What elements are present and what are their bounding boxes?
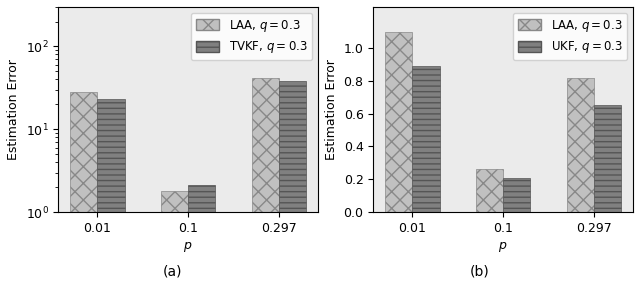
- Bar: [70, 92, 97, 284]
- Legend: LAA, $q = 0.3$, TVKF, $q = 0.3$: LAA, $q = 0.3$, TVKF, $q = 0.3$: [191, 13, 312, 60]
- Bar: [188, 185, 216, 284]
- X-axis label: $p$: $p$: [184, 240, 193, 254]
- Bar: [385, 32, 412, 212]
- Bar: [412, 66, 440, 212]
- Text: (b): (b): [470, 264, 490, 278]
- Bar: [503, 178, 531, 212]
- Bar: [161, 191, 188, 284]
- Bar: [252, 78, 279, 284]
- Bar: [279, 81, 306, 284]
- X-axis label: $p$: $p$: [499, 240, 508, 254]
- Y-axis label: Estimation Error: Estimation Error: [7, 59, 20, 160]
- Bar: [594, 105, 621, 212]
- Legend: LAA, $q = 0.3$, UKF, $q = 0.3$: LAA, $q = 0.3$, UKF, $q = 0.3$: [513, 13, 627, 60]
- Y-axis label: Estimation Error: Estimation Error: [325, 59, 338, 160]
- Bar: [97, 99, 125, 284]
- Text: (a): (a): [163, 264, 182, 278]
- Bar: [567, 78, 594, 212]
- Bar: [476, 169, 503, 212]
